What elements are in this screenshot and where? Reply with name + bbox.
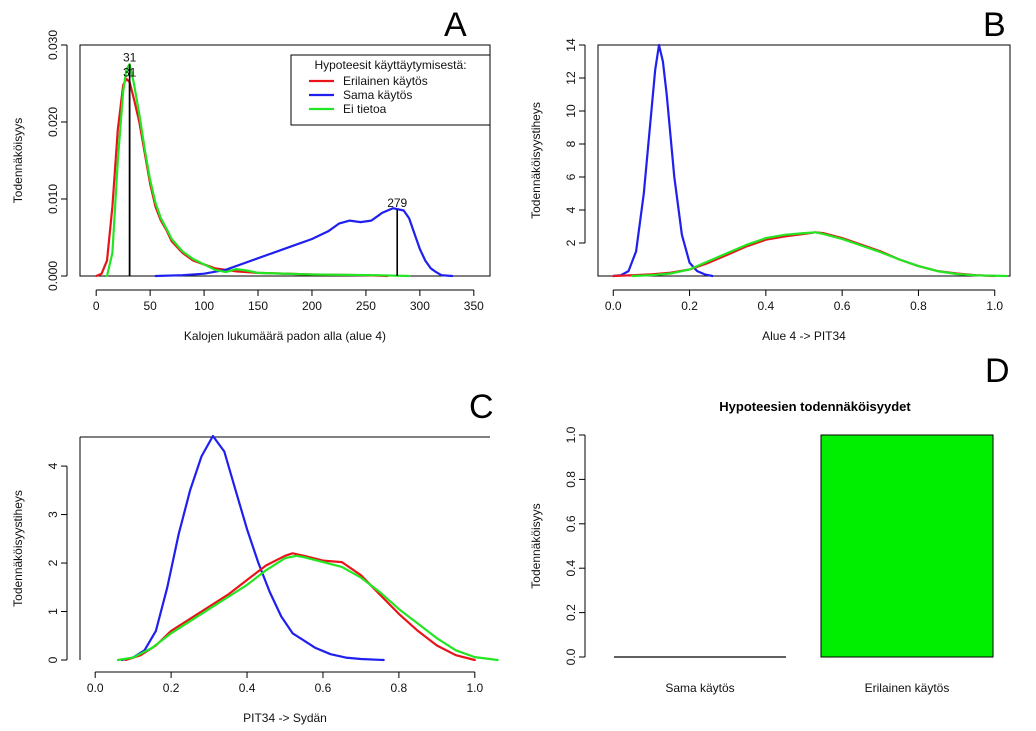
legend-label: Erilainen käytös (343, 74, 428, 88)
legend-label: Sama käytös (343, 88, 412, 102)
x-axis-label: PIT34 -> Sydän (243, 711, 327, 725)
y-tick-label: 0.0 (564, 648, 578, 665)
y-tick-label: 4 (564, 206, 578, 213)
x-tick-label: 0.4 (758, 299, 775, 313)
y-tick-label: 1.0 (564, 426, 578, 443)
y-tick-label: 8 (564, 140, 578, 147)
mode-marker-label: 31 (123, 50, 137, 64)
y-axis-label: Todennäköisyys (529, 503, 543, 588)
x-tick-label: 0 (93, 299, 100, 313)
panel-d-bar-chart: Hypoteesien todennäköisyydet 0.0 0.2 0.4 0.6… (529, 399, 994, 695)
y-tick-label: 10 (564, 104, 578, 118)
plot-frame (597, 44, 1011, 277)
x-tick-label: 50 (143, 299, 157, 313)
y-tick-label: 0.2 (564, 604, 578, 621)
x-tick-label: 150 (248, 299, 268, 313)
panel-letter-a: A (444, 6, 467, 44)
legend-label: Ei tietoa (343, 102, 387, 116)
x-tick-label: 0.6 (315, 681, 332, 695)
plot-frame (79, 44, 491, 277)
x-tick-label: 1.0 (466, 681, 483, 695)
series-line-sama-k-yt-s (120, 434, 385, 662)
y-axis-label: Todennäköisyys (11, 118, 25, 203)
x-axis-label: Alue 4 -> PIT34 (762, 329, 846, 343)
x-tick-label: 200 (302, 299, 322, 313)
x-axis-label: Kalojen lukumäärä padon alla (alue 4) (184, 329, 386, 343)
series-line-sama-k-yt-s (612, 43, 714, 278)
series-line-ei-tietoa (105, 63, 411, 278)
y-tick-label: 0 (46, 656, 60, 663)
y-tick-label: 0.6 (564, 515, 578, 532)
x-tick-label: 0.6 (834, 299, 851, 313)
y-tick-label: 4 (46, 462, 60, 469)
x-tick-label: 0.2 (681, 299, 698, 313)
category-label: Erilainen käytös (865, 681, 950, 695)
x-tick-label: 0.0 (605, 299, 622, 313)
x-tick-label: 0.8 (910, 299, 927, 313)
y-tick-label: 2 (46, 559, 60, 566)
panel-b-density-plot: 0.0 0.2 0.4 0.6 0.8 1.0 Alue 4 -> PIT34 2 4 6 8 10 1… (529, 38, 1011, 343)
series-line-erilainen-k-yt-s (124, 552, 476, 662)
panel-c-density-plot: 0.0 0.2 0.4 0.6 0.8 1.0 PIT34 -> Sydän 0 1 2 3 4 Tod… (11, 434, 499, 725)
x-tick-label: 100 (194, 299, 214, 313)
panel-a-density-plot: 0 50 100 150 200 250 300 350 Kalojen lukumäärä p… (11, 30, 491, 343)
y-tick-label: 0.000 (46, 261, 60, 291)
category-label: Sama käytös (665, 681, 734, 695)
panel-letter-d: D (985, 352, 1010, 390)
y-tick-label: 0.8 (564, 471, 578, 488)
series-line-ei-tietoa (631, 231, 1008, 278)
x-tick-label: 300 (410, 299, 430, 313)
x-tick-label: 0.8 (391, 681, 408, 695)
y-tick-label: 0.010 (46, 184, 60, 214)
y-tick-label: 2 (564, 239, 578, 246)
x-tick-label: 0.4 (239, 681, 256, 695)
y-tick-label: 6 (564, 173, 578, 180)
x-tick-label: 0.2 (163, 681, 180, 695)
series-line-sama-k-yt-s (154, 207, 454, 278)
panel-letter-b: B (983, 6, 1006, 44)
y-tick-label: 0.4 (564, 560, 578, 577)
mode-marker-label: 279 (387, 196, 407, 210)
bar (820, 434, 994, 658)
x-tick-label: 1.0 (986, 299, 1003, 313)
y-tick-label: 12 (564, 71, 578, 85)
y-axis-label: Todennäköisyystiheys (529, 102, 543, 219)
y-tick-label: 1 (46, 608, 60, 615)
x-tick-label: 0.0 (87, 681, 104, 695)
series-line-erilainen-k-yt-s (612, 231, 996, 278)
y-tick-label: 0.030 (46, 30, 60, 60)
chart-title: Hypoteesien todennäköisyydet (719, 399, 911, 414)
legend-title: Hypoteesit käyttäytymisestä: (314, 58, 466, 72)
y-tick-label: 0.020 (46, 107, 60, 137)
series-line-ei-tietoa (116, 554, 499, 662)
x-tick-label: 350 (464, 299, 484, 313)
y-axis-label: Todennäköisyystiheys (11, 490, 25, 607)
panel-letter-c: C (469, 388, 494, 426)
y-tick-label: 3 (46, 511, 60, 518)
y-tick-label: 14 (564, 38, 578, 52)
x-tick-label: 250 (356, 299, 376, 313)
legend-box (290, 54, 491, 126)
